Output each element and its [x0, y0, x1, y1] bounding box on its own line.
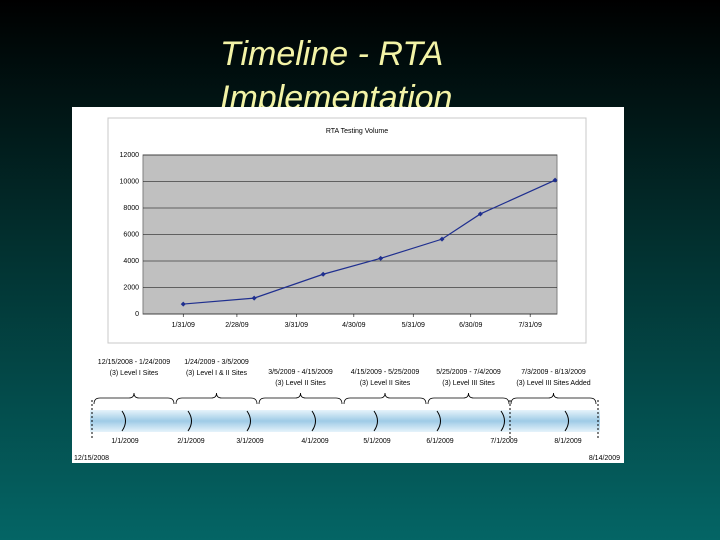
data-point — [439, 236, 445, 242]
data-point — [477, 211, 483, 217]
phase-sites: (3) Level I & II Sites — [186, 370, 248, 377]
phase-brace — [427, 392, 510, 405]
phase-dates: 12/15/2008 - 1/24/2009 — [98, 359, 171, 366]
timeline-start: 12/15/2008 — [74, 455, 109, 462]
data-point — [251, 295, 257, 301]
slide-title: Timeline - RTA — [220, 35, 443, 73]
data-point — [320, 271, 326, 277]
phase-sites: (3) Level II Sites — [360, 380, 411, 387]
month-marker — [564, 410, 569, 432]
timeline-bar — [90, 410, 600, 432]
phase-dates: 7/3/2009 - 8/13/2009 — [521, 369, 586, 376]
month-label: 2/1/2009 — [177, 438, 204, 445]
month-label: 6/1/2009 — [426, 438, 453, 445]
phase-sites: (3) Level III Sites — [442, 380, 495, 387]
phase-brace — [343, 392, 427, 405]
month-label: 4/1/2009 — [301, 438, 328, 445]
month-label: 8/1/2009 — [554, 438, 581, 445]
chart-title: RTA Testing Volume — [326, 128, 388, 135]
timeline-end: 8/14/2009 — [589, 455, 620, 462]
y-tick-label: 4000 — [123, 258, 139, 265]
month-label: 3/1/2009 — [236, 438, 263, 445]
phase-sites: (3) Level I Sites — [110, 370, 159, 377]
phase-dates: 3/5/2009 - 4/15/2009 — [268, 369, 333, 376]
x-tick-label: 4/30/09 — [342, 322, 365, 329]
month-marker — [436, 410, 441, 432]
month-marker — [311, 410, 316, 432]
month-marker — [246, 410, 251, 432]
x-tick-label: 1/31/09 — [172, 322, 195, 329]
y-tick-label: 10000 — [120, 178, 140, 185]
timeline — [90, 400, 600, 438]
month-label: 5/1/2009 — [363, 438, 390, 445]
x-tick-label: 6/30/09 — [459, 322, 482, 329]
phase-dates: 5/25/2009 - 7/4/2009 — [436, 369, 501, 376]
y-tick-label: 2000 — [123, 284, 139, 291]
x-tick-label: 2/28/09 — [225, 322, 248, 329]
y-tick-label: 8000 — [123, 205, 139, 212]
month-label: 1/1/2009 — [111, 438, 138, 445]
phase-sites: (3) Level III Sites Added — [516, 380, 590, 387]
phase-brace — [258, 392, 343, 405]
month-marker — [187, 410, 192, 432]
month-marker — [373, 410, 378, 432]
x-tick-label: 3/31/09 — [285, 322, 308, 329]
y-tick-label: 0 — [135, 311, 139, 318]
x-tick-label: 7/31/09 — [518, 322, 541, 329]
phase-dates: 1/24/2009 - 3/5/2009 — [184, 359, 249, 366]
phase-sites: (3) Level II Sites — [275, 380, 326, 387]
month-marker — [500, 410, 505, 432]
phase-brace — [175, 392, 258, 405]
data-point — [378, 255, 384, 261]
data-point — [180, 301, 186, 307]
y-tick-label: 12000 — [120, 152, 140, 159]
phase-brace — [510, 392, 597, 405]
data-point — [552, 177, 558, 183]
month-label: 7/1/2009 — [490, 438, 517, 445]
month-marker — [121, 410, 126, 432]
phase-brace — [93, 392, 175, 405]
x-tick-label: 5/31/09 — [402, 322, 425, 329]
chart-frame — [107, 117, 587, 344]
phase-dates: 4/15/2009 - 5/25/2009 — [351, 369, 420, 376]
y-tick-label: 6000 — [123, 231, 139, 238]
